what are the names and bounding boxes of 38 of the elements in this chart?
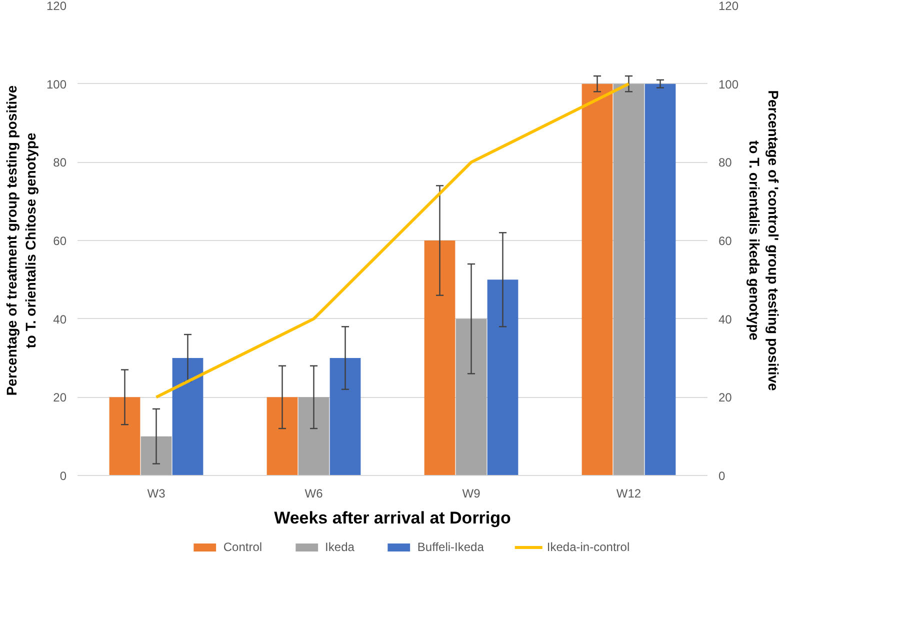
x-tick-label: W6 <box>304 486 324 500</box>
legend-label: Ikeda <box>325 540 354 554</box>
y-tick-label: 40 <box>53 312 67 326</box>
y2-tick-label: 60 <box>718 234 732 248</box>
y-tick-label: 100 <box>46 77 67 92</box>
y2-tick-label: 80 <box>718 156 732 170</box>
y2-tick-label: 20 <box>718 390 732 405</box>
y-tick-label: 60 <box>53 234 67 248</box>
x-axis-title: Weeks after arrival at Dorrigo <box>274 508 511 528</box>
y-tick-label: 80 <box>53 156 67 170</box>
y2-tick-label: 40 <box>718 312 732 326</box>
y-axis-title: Percentage of treatment group testing positive to T. orientalis Chitose genotype <box>3 85 38 396</box>
bar <box>172 358 204 476</box>
legend-label: Control <box>223 540 262 554</box>
bar <box>613 84 644 476</box>
bar <box>487 280 518 476</box>
bar <box>298 397 330 476</box>
bar <box>644 84 676 476</box>
y2-tick-label: 100 <box>718 77 739 92</box>
bar <box>456 318 487 476</box>
bar <box>109 397 140 476</box>
bar <box>582 84 613 476</box>
x-tick-label: W3 <box>147 486 166 500</box>
line-series <box>154 82 630 399</box>
y-tick-label: 20 <box>53 390 67 405</box>
y2-axis-title: Percentage of 'control' group testing positive to T. orientalis ikeda genotype <box>746 90 782 392</box>
bar <box>266 397 298 476</box>
bar <box>330 358 361 476</box>
legend-label: Buffeli-Ikeda <box>417 540 484 554</box>
bar <box>424 240 456 476</box>
x-tick-label: W12 <box>616 486 642 500</box>
legend-label: Ikeda-in-control <box>546 540 630 554</box>
bar <box>140 436 172 476</box>
y-tick-label: 120 <box>46 0 67 13</box>
y2-tick-label: 120 <box>718 0 739 13</box>
x-tick-label: W9 <box>462 486 481 500</box>
y2-tick-label: 0 <box>718 469 726 483</box>
y-tick-label: 0 <box>60 469 67 483</box>
